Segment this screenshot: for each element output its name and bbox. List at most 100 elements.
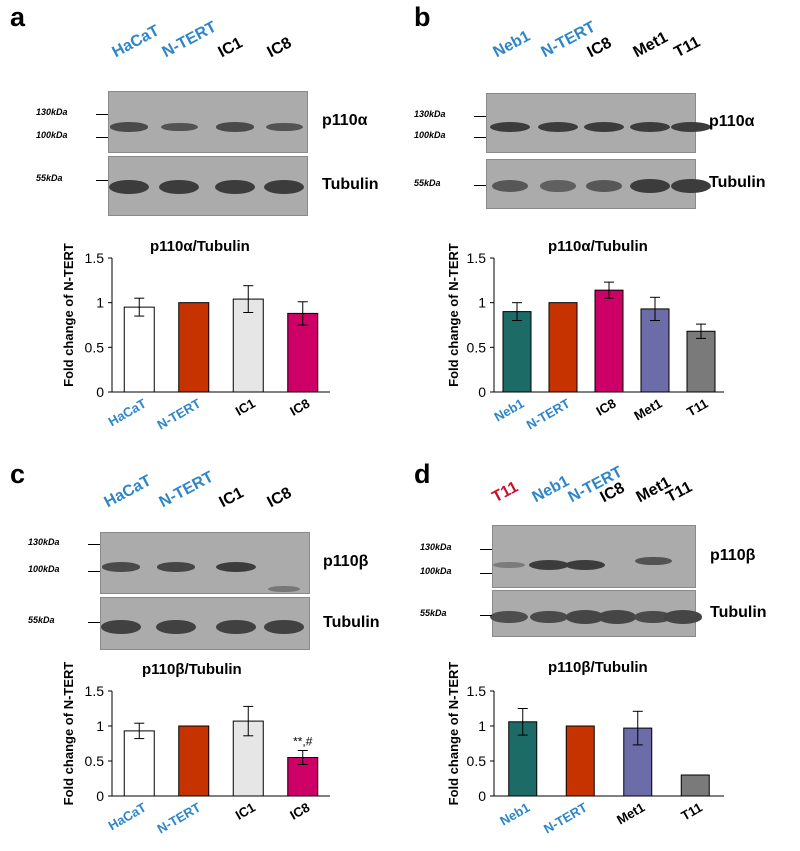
protein-label: p110α — [322, 112, 368, 129]
molecular-weight-marker: 100kDa — [36, 130, 68, 140]
tubulin-blot — [486, 159, 711, 209]
blot-band — [264, 620, 304, 634]
blot-band — [156, 562, 196, 572]
x-tick-label: IC1 — [233, 800, 258, 823]
blot-band — [216, 620, 256, 634]
molecular-weight-marker: 100kDa — [420, 566, 452, 576]
blot-band — [633, 610, 673, 624]
bar — [178, 302, 210, 393]
blot-band — [267, 585, 301, 593]
bar — [548, 302, 578, 393]
blot-band — [215, 122, 255, 132]
bar-chart: 0 0.5 1 1.5 Fold change of N-TERT Neb1 N-TERT M… — [446, 662, 724, 837]
target-blot — [100, 532, 310, 594]
protein-label: p110β — [323, 553, 369, 570]
significance-annotation: **,# — [293, 735, 313, 749]
molecular-weight-marker: 130kDa — [420, 542, 452, 552]
y-tick-label: 0.5 — [85, 753, 105, 769]
y-tick-label: 1 — [478, 295, 486, 311]
molecular-weight-marker: 100kDa — [414, 130, 446, 140]
marker-tick — [88, 622, 100, 623]
bar — [502, 311, 532, 393]
x-tick-label: Met1 — [614, 800, 647, 828]
panel-a: a HaCaT N-TERT IC1 IC8 130kDa 100kDa p110α 55kD… — [0, 0, 400, 432]
x-tick-label: Met1 — [631, 396, 664, 424]
blot-band — [565, 610, 605, 624]
blot-band — [491, 180, 529, 192]
protein-label: p110α — [709, 113, 755, 130]
marker-tick — [480, 573, 492, 574]
molecular-weight-marker: 130kDa — [414, 109, 446, 119]
x-tick-label: IC8 — [287, 800, 312, 823]
tubulin-blot — [490, 590, 703, 637]
blot-band — [216, 562, 256, 572]
y-axis-label: Fold change of N-TERT — [446, 662, 461, 806]
chart-title: p110β/Tubulin — [548, 659, 648, 676]
blot-band — [565, 560, 605, 570]
chart-title: p110α/Tubulin — [150, 238, 250, 255]
y-tick-label: 0.5 — [467, 753, 487, 769]
y-tick-label: 0 — [478, 788, 486, 804]
y-tick-label: 1 — [96, 718, 104, 734]
molecular-weight-marker: 100kDa — [28, 564, 60, 574]
blot-band — [529, 610, 569, 624]
panel-label: a — [10, 2, 26, 32]
blot-band — [634, 556, 672, 566]
panel-c: c HaCaT N-TERT IC1 IC8 130kDa 100kDa p110β 55kD… — [0, 425, 400, 850]
target-blot — [492, 525, 696, 588]
blot-band — [585, 180, 623, 192]
blot-band — [630, 179, 670, 193]
y-axis-label: Fold change of N-TERT — [61, 662, 76, 806]
marker-tick — [474, 116, 486, 117]
blot-band — [671, 179, 711, 193]
molecular-weight-marker: 130kDa — [36, 107, 68, 117]
x-tick-label: T11 — [678, 800, 704, 824]
x-tick-label: N-TERT — [541, 800, 590, 837]
molecular-weight-marker: 55kDa — [36, 173, 63, 183]
x-tick-label: HaCaT — [106, 800, 149, 834]
marker-tick — [88, 571, 100, 572]
bar — [594, 289, 624, 393]
blot-band — [538, 122, 578, 132]
y-tick-label: 1.5 — [85, 250, 105, 266]
blot-band — [493, 561, 525, 569]
blot-band — [490, 610, 528, 624]
marker-tick — [96, 137, 108, 138]
blot-band — [264, 180, 304, 194]
x-tick-label: Neb1 — [497, 800, 532, 829]
x-tick-label: IC8 — [593, 396, 618, 419]
panel-label: b — [414, 2, 431, 32]
bar — [640, 308, 670, 393]
marker-tick — [474, 137, 486, 138]
marker-tick — [96, 180, 108, 181]
y-tick-label: 1.5 — [467, 683, 487, 699]
chart-title: p110β/Tubulin — [142, 661, 242, 678]
bar — [686, 330, 716, 393]
bar — [565, 725, 595, 797]
molecular-weight-marker: 55kDa — [414, 178, 441, 188]
bar — [123, 306, 155, 393]
tubulin-blot — [100, 597, 310, 650]
y-tick-label: 0.5 — [85, 339, 105, 355]
blot-band — [160, 122, 198, 132]
molecular-weight-marker: 55kDa — [420, 608, 447, 618]
panel-label: c — [10, 459, 26, 489]
protein-label: Tubulin — [709, 174, 766, 191]
y-tick-label: 0 — [96, 384, 104, 400]
x-tick-label: IC8 — [287, 396, 312, 419]
marker-tick — [96, 114, 108, 115]
target-blot — [486, 93, 711, 153]
y-tick-label: 0 — [478, 384, 486, 400]
tubulin-blot — [108, 156, 308, 216]
target-blot — [108, 91, 308, 153]
bar — [287, 312, 319, 393]
y-axis-label: Fold change of N-TERT — [61, 243, 76, 387]
bar — [178, 725, 210, 797]
y-tick-label: 0.5 — [467, 339, 487, 355]
marker-tick — [480, 615, 492, 616]
marker-tick — [88, 544, 100, 545]
blot-band — [540, 180, 576, 192]
blot-band — [671, 122, 711, 132]
chart-title: p110α/Tubulin — [548, 238, 648, 255]
